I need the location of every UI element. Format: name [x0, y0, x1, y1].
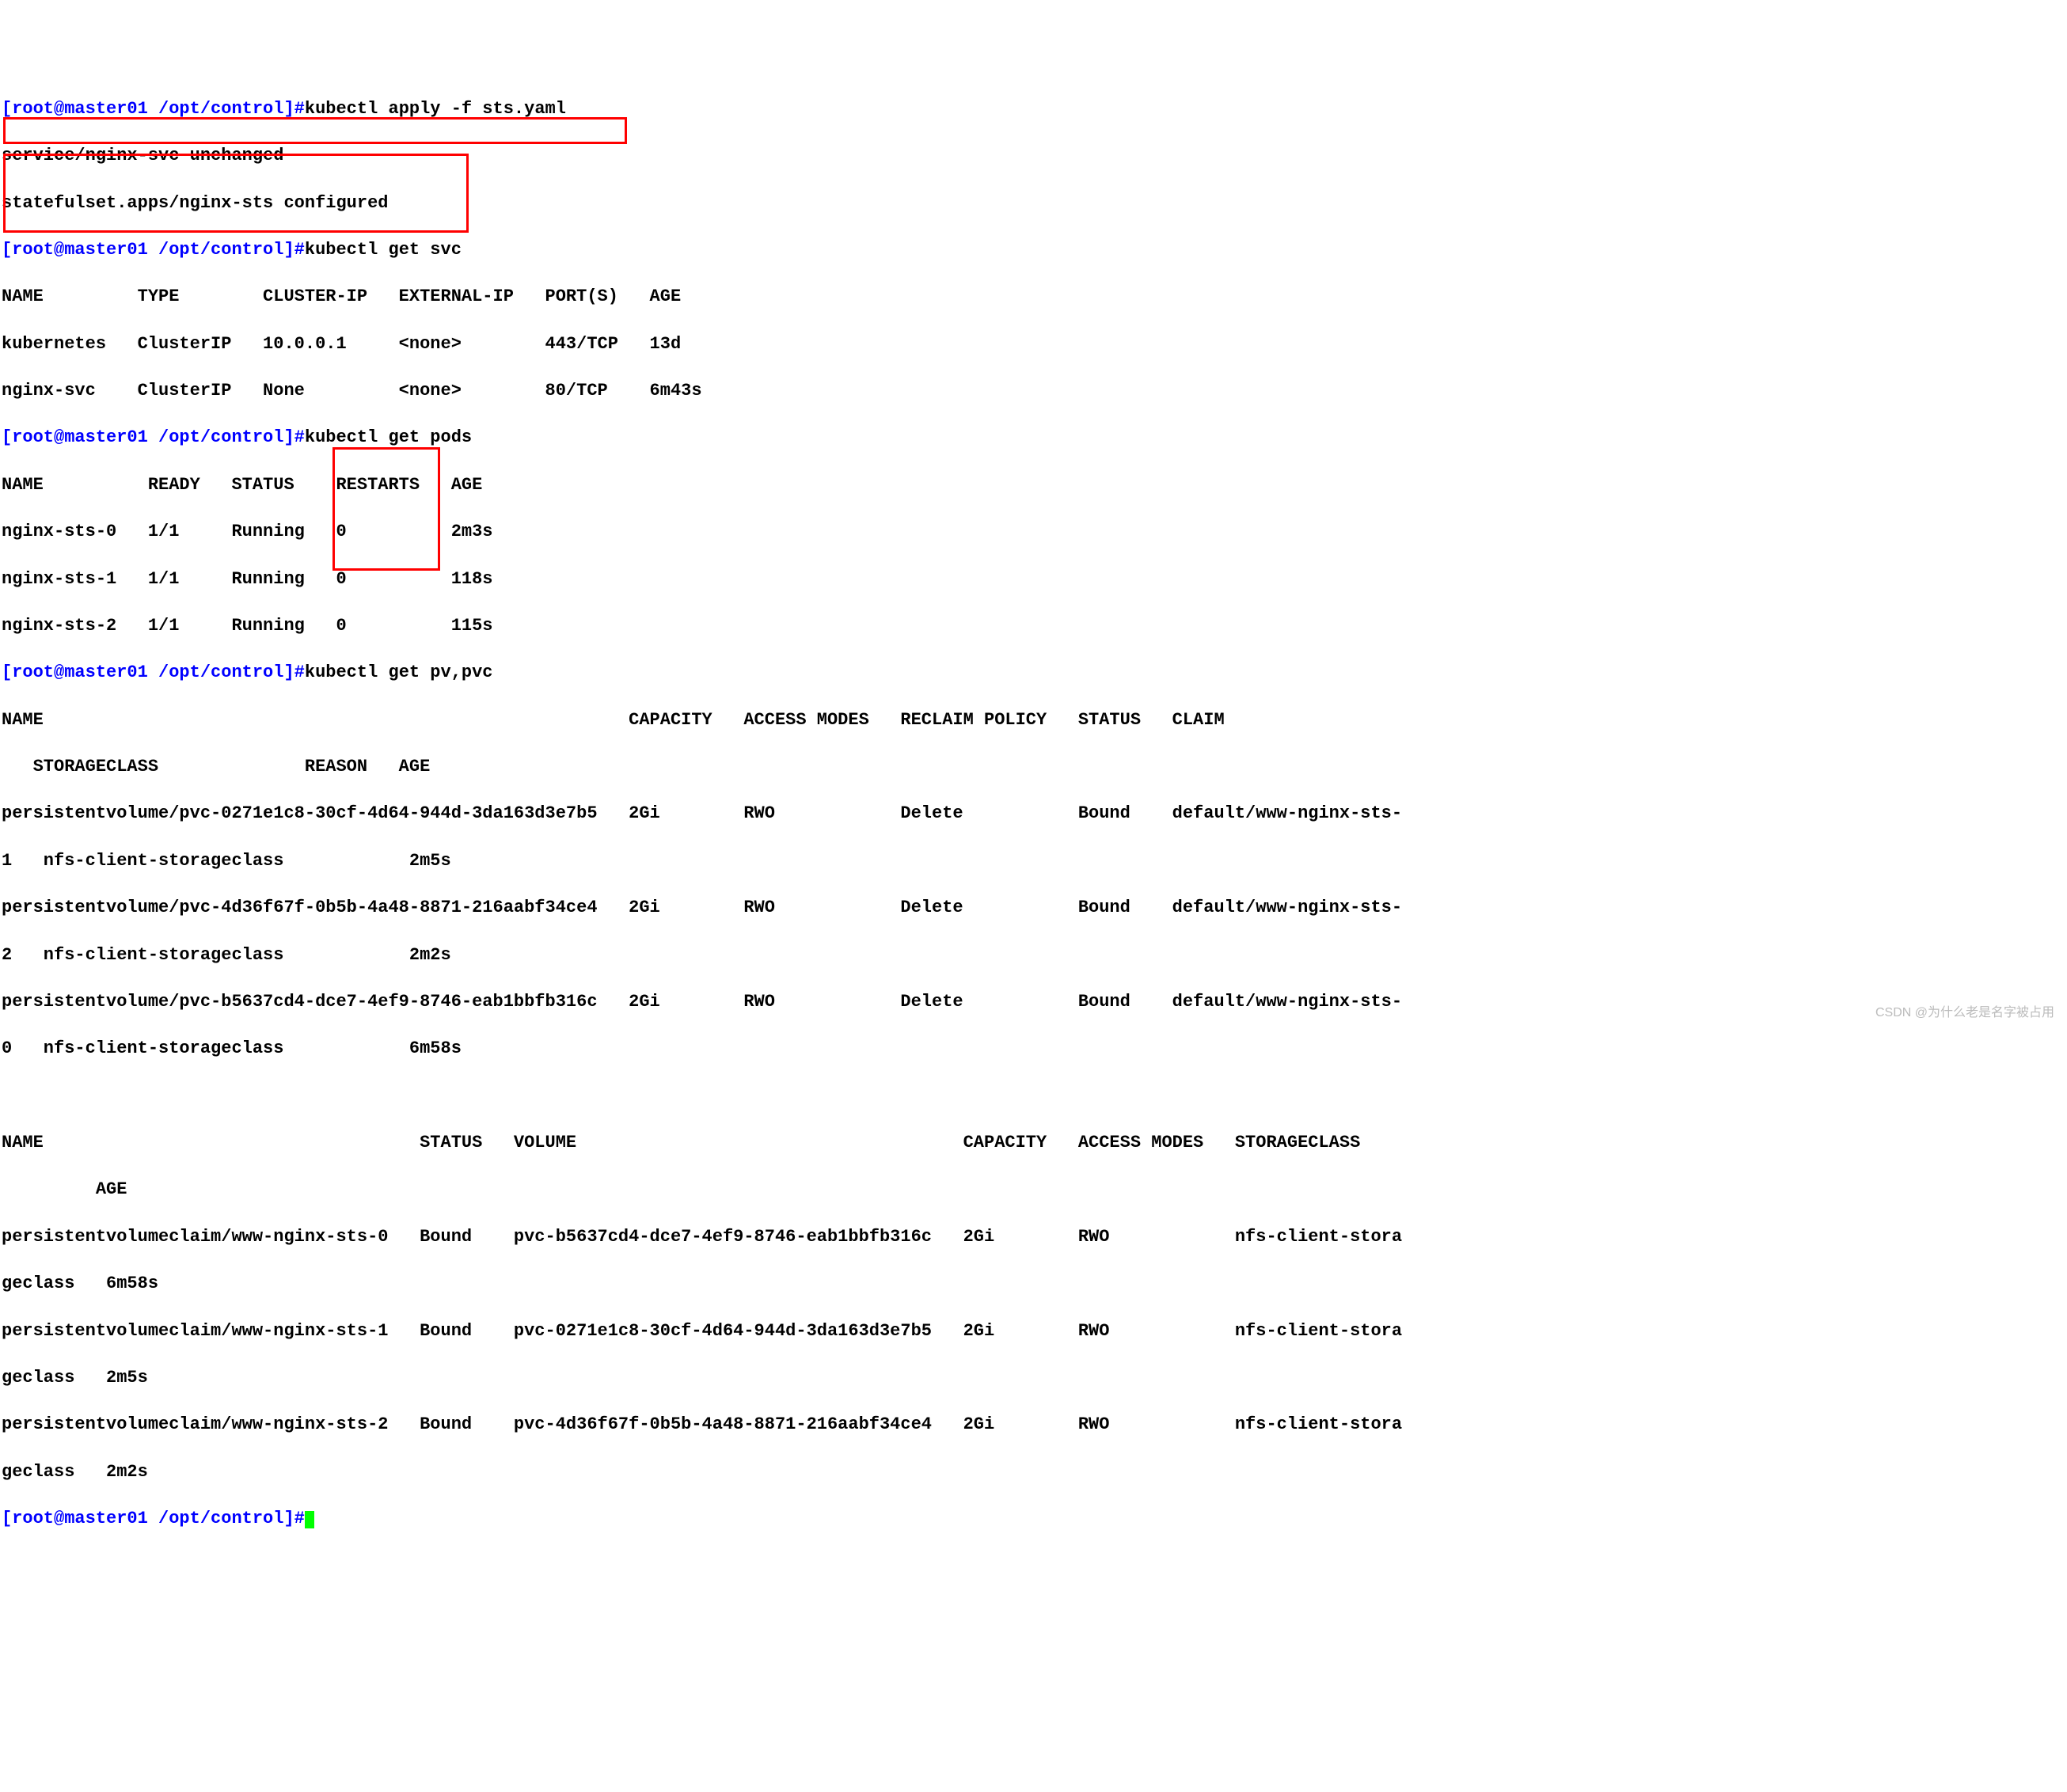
- pvc-row: persistentvolumeclaim/www-nginx-sts-1 Bo…: [2, 1319, 2065, 1343]
- terminal-line: [root@master01 /opt/control]#kubectl app…: [2, 97, 2065, 121]
- pv-header: NAME CAPACITY ACCESS MODES RECLAIM POLIC…: [2, 708, 2065, 732]
- pods-header: NAME READY STATUS RESTARTS AGE: [2, 473, 2065, 497]
- svc-row: nginx-svc ClusterIP None <none> 80/TCP 6…: [2, 379, 2065, 403]
- command-text: kubectl get pods: [305, 427, 472, 447]
- pvc-header: AGE: [2, 1178, 2065, 1202]
- cursor-icon: [305, 1511, 314, 1528]
- shell-prompt: [root@master01 /opt/control]#: [2, 240, 305, 260]
- command-text: kubectl get svc: [305, 240, 462, 260]
- command-text: kubectl apply -f sts.yaml: [305, 99, 566, 119]
- output-line: statefulset.apps/nginx-sts configured: [2, 192, 2065, 215]
- pv-row: persistentvolume/pvc-0271e1c8-30cf-4d64-…: [2, 802, 2065, 826]
- svc-row: kubernetes ClusterIP 10.0.0.1 <none> 443…: [2, 332, 2065, 356]
- pvc-row: persistentvolumeclaim/www-nginx-sts-0 Bo…: [2, 1225, 2065, 1249]
- svc-header: NAME TYPE CLUSTER-IP EXTERNAL-IP PORT(S)…: [2, 285, 2065, 309]
- highlight-annotation-svc: [3, 117, 627, 144]
- pv-row: persistentvolume/pvc-4d36f67f-0b5b-4a48-…: [2, 896, 2065, 920]
- output-line: service/nginx-svc unchanged: [2, 144, 2065, 168]
- shell-prompt: [root@master01 /opt/control]#: [2, 99, 305, 119]
- terminal-line: [root@master01 /opt/control]#kubectl get…: [2, 238, 2065, 262]
- pods-row: nginx-sts-2 1/1 Running 0 115s: [2, 614, 2065, 638]
- command-text: kubectl get pv,pvc: [305, 663, 493, 682]
- pvc-row: geclass 6m58s: [2, 1272, 2065, 1296]
- pods-row: nginx-sts-1 1/1 Running 0 118s: [2, 568, 2065, 591]
- terminal-line[interactable]: [root@master01 /opt/control]#: [2, 1507, 2065, 1531]
- pv-row: 0 nfs-client-storageclass 6m58s: [2, 1037, 2065, 1061]
- pods-row: nginx-sts-0 1/1 Running 0 2m3s: [2, 520, 2065, 544]
- pvc-row: geclass 2m2s: [2, 1460, 2065, 1484]
- pvc-row: geclass 2m5s: [2, 1366, 2065, 1390]
- terminal-line: [root@master01 /opt/control]#kubectl get…: [2, 426, 2065, 450]
- watermark-text: CSDN @为什么老是名字被占用: [1875, 1004, 2054, 1022]
- highlight-annotation-bound: [332, 447, 440, 571]
- pv-row: 1 nfs-client-storageclass 2m5s: [2, 849, 2065, 873]
- blank-line: [2, 1084, 2065, 1108]
- shell-prompt: [root@master01 /opt/control]#: [2, 1509, 305, 1528]
- shell-prompt: [root@master01 /opt/control]#: [2, 427, 305, 447]
- pvc-row: persistentvolumeclaim/www-nginx-sts-2 Bo…: [2, 1413, 2065, 1437]
- pv-row: persistentvolume/pvc-b5637cd4-dce7-4ef9-…: [2, 990, 2065, 1014]
- shell-prompt: [root@master01 /opt/control]#: [2, 663, 305, 682]
- pvc-header: NAME STATUS VOLUME CAPACITY ACCESS MODES…: [2, 1131, 2065, 1155]
- terminal-line: [root@master01 /opt/control]#kubectl get…: [2, 661, 2065, 685]
- pv-header: STORAGECLASS REASON AGE: [2, 755, 2065, 779]
- pv-row: 2 nfs-client-storageclass 2m2s: [2, 943, 2065, 967]
